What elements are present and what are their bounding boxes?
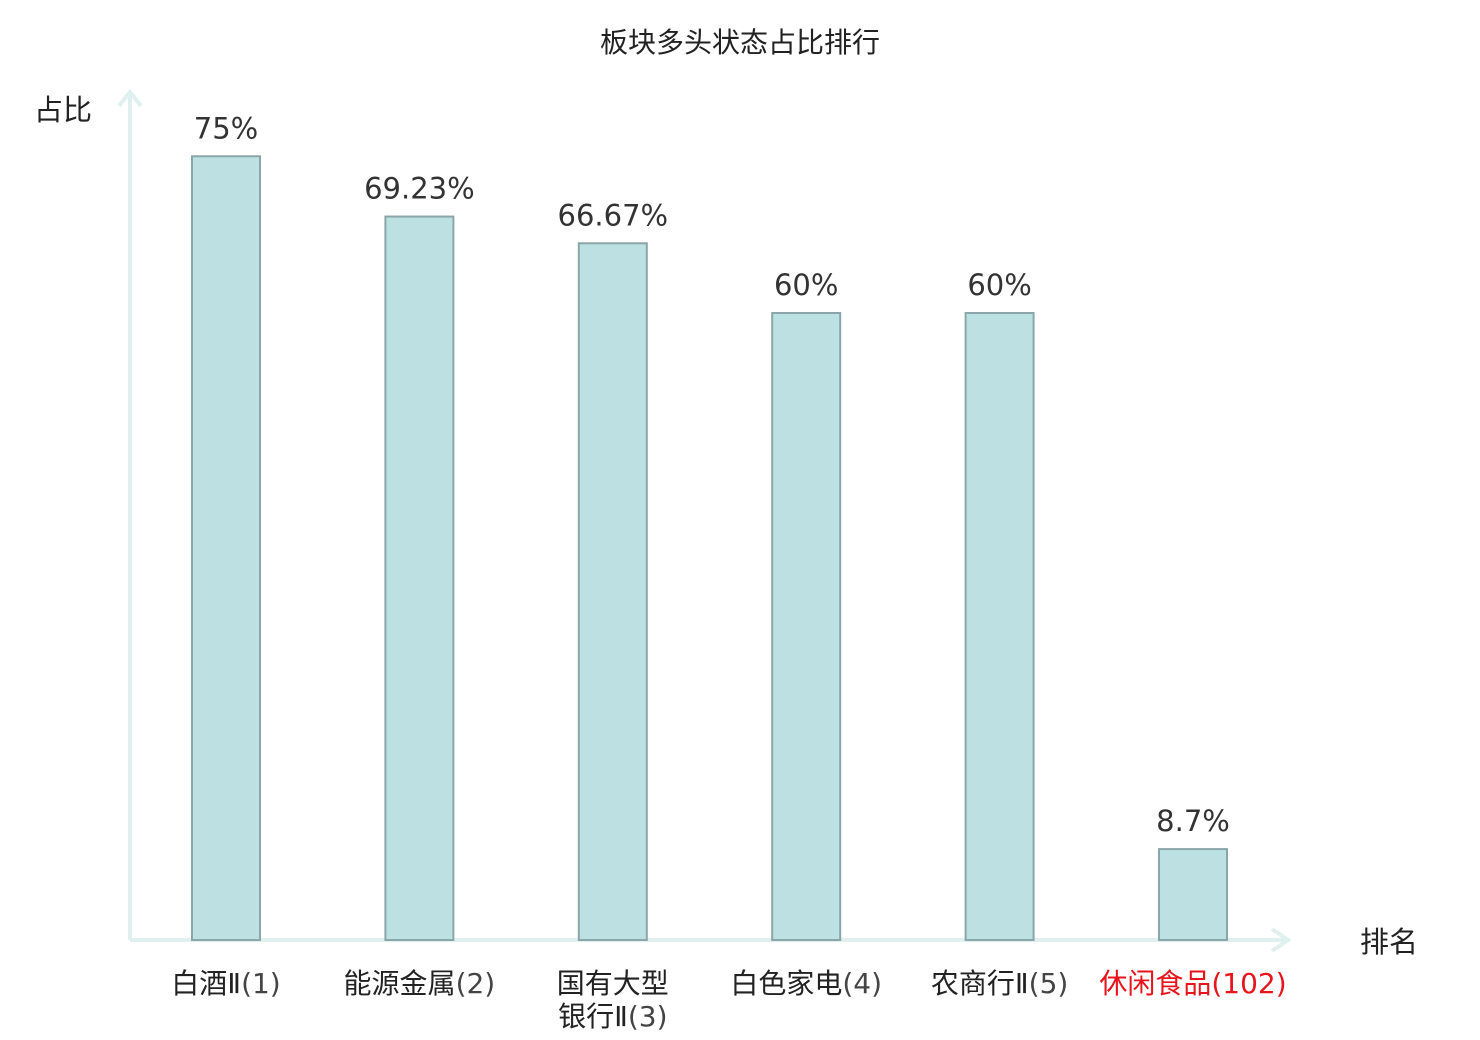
category-rank: (3) [628,1000,668,1033]
bar-5 [964,312,1035,941]
category-label-3-line-1: 国有大型 [557,967,669,1000]
x-axis [130,927,1292,953]
category-rank: (1) [241,967,281,1000]
category-name: 农商行Ⅱ [931,967,1029,1000]
category-rank: (102) [1211,967,1286,1000]
category-rank: (2) [456,967,496,1000]
category-label-4: 白色家电(4) [730,967,882,1000]
value-label-6: 8.7% [1156,804,1230,838]
value-labels-group: 75% 69.23% 66.67% 60% 60% 8.7% [194,111,1230,838]
category-name: 能源金属 [344,967,456,1000]
category-label-6: 休闲食品(102) [1099,967,1286,1000]
category-label-2: 能源金属(2) [344,967,496,1000]
category-name: 休闲食品 [1099,967,1211,1000]
bar-3 [577,242,648,941]
category-label-5: 农商行Ⅱ(5) [931,967,1068,1000]
value-label-5: 60% [967,268,1031,302]
bar-6 [1158,848,1228,942]
y-axis-label: 占比 [34,93,92,127]
bars-group [191,155,1228,942]
value-label-4: 60% [774,268,838,302]
category-rank: (4) [842,967,882,1000]
category-name: 白色家电 [730,967,842,1000]
value-label-3: 66.67% [558,198,669,232]
bar-4 [771,312,842,941]
chart-title: 板块多头状态占比排行 [600,26,880,59]
category-name: 国有大型 [557,967,669,1000]
value-label-2: 69.23% [364,172,475,206]
y-axis [117,88,143,940]
bar-2 [384,215,455,941]
bar-1 [191,155,261,941]
value-label-1: 75% [194,111,258,145]
category-name: 白酒Ⅱ [171,967,241,1000]
category-label-3-line-2: 银行Ⅱ(3) [558,1000,667,1033]
category-name: 银行Ⅱ [558,1000,628,1033]
category-label-1: 白酒Ⅱ(1) [171,967,280,1000]
category-rank: (5) [1029,967,1069,1000]
x-axis-label: 排名 [1360,925,1418,959]
